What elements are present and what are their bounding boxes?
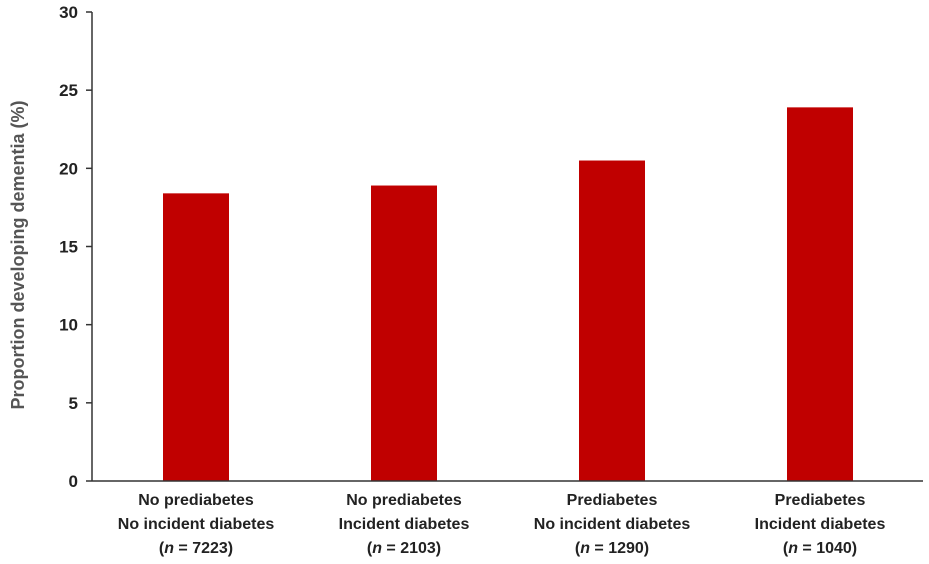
y-tick-label: 20 [59,159,78,178]
sample-size-prefix: ( [575,540,581,557]
category-label-line1: Prediabetes [775,492,866,509]
category-label-line2: Incident diabetes [339,516,470,533]
sample-size-symbol: n [580,540,590,557]
y-axis-ticks: 0 5 10 15 20 25 30 [59,3,92,491]
y-tick-label: 25 [59,81,78,100]
bar [787,107,853,481]
category-label-line2: Incident diabetes [755,516,886,533]
y-tick-label: 5 [69,394,78,413]
category-label-line1: Prediabetes [567,492,658,509]
y-tick-label: 15 [59,238,78,257]
bar [163,193,229,481]
category-sample-size: (n = 7223) [159,540,233,557]
category-sample-size: (n = 2103) [367,540,441,557]
category-label-line2: No incident diabetes [118,516,275,533]
sample-size-symbol: n [788,540,798,557]
sample-size-value: = 2103) [382,540,441,557]
y-tick-label: 10 [59,316,78,335]
y-axis-label: Proportion developing dementia (%) [8,100,28,409]
bars [163,107,853,481]
sample-size-value: = 7223) [174,540,233,557]
sample-size-value: = 1040) [798,540,857,557]
sample-size-symbol: n [164,540,174,557]
sample-size-prefix: ( [159,540,165,557]
sample-size-symbol: n [372,540,382,557]
y-tick-label: 0 [69,472,78,491]
bar [579,160,645,481]
sample-size-value: = 1290) [590,540,649,557]
bar [371,185,437,481]
category-label-line2: No incident diabetes [534,516,691,533]
sample-size-prefix: ( [367,540,373,557]
category-sample-size: (n = 1290) [575,540,649,557]
category-label-line1: No prediabetes [346,492,462,509]
category-sample-size: (n = 1040) [783,540,857,557]
category-label-line1: No prediabetes [138,492,254,509]
sample-size-prefix: ( [783,540,789,557]
y-tick-label: 30 [59,3,78,22]
